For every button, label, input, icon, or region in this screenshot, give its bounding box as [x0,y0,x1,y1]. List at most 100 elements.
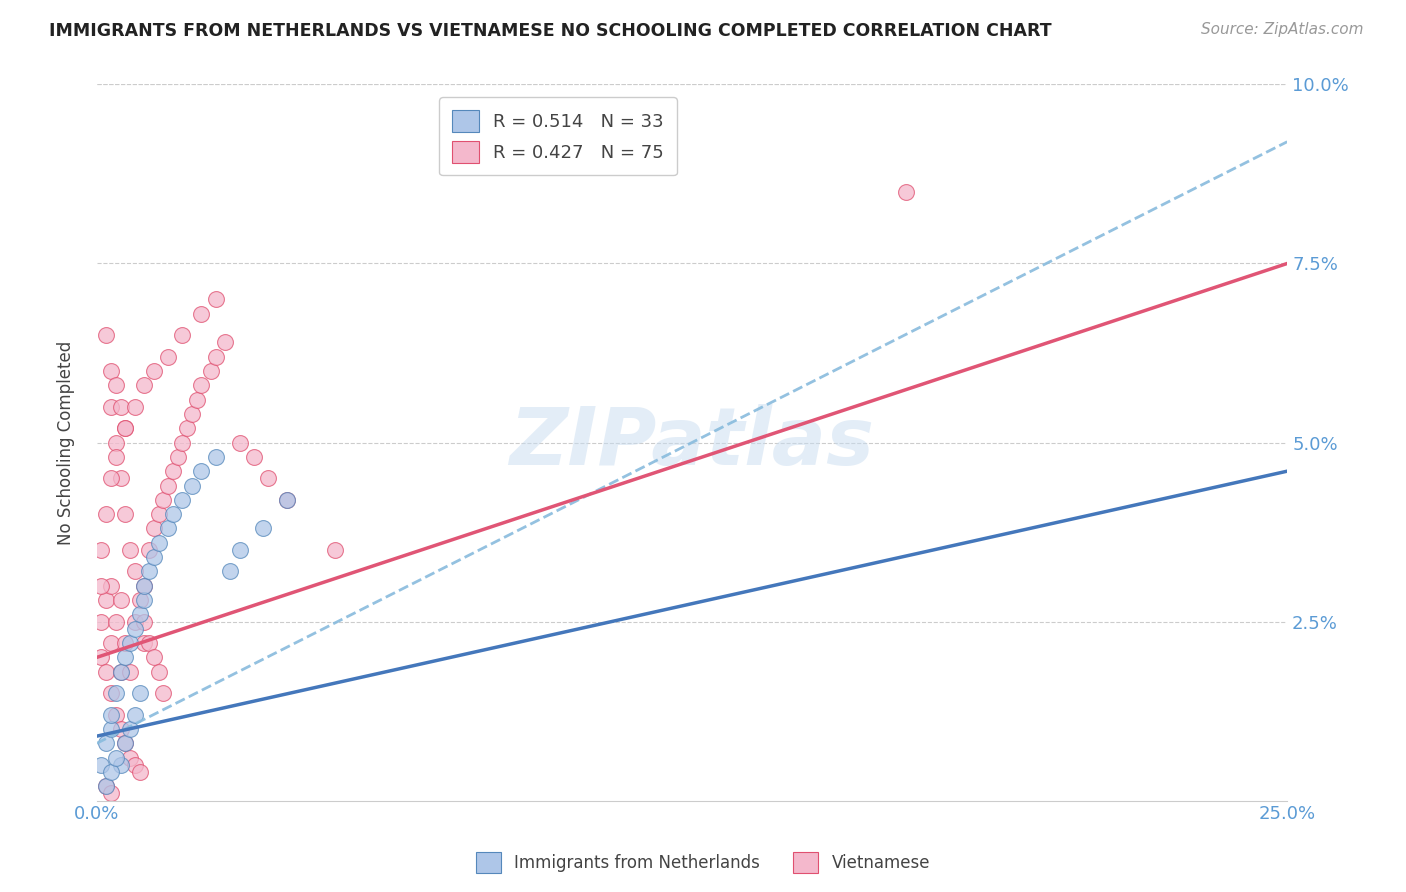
Point [657,99,679,113]
Point [181,478,204,492]
Point [157,521,180,535]
Point [114,636,136,650]
Point [96,593,118,607]
Point [118,543,141,558]
Point [190,464,212,478]
Point [142,521,165,535]
Point [124,615,146,629]
Point [100,787,122,801]
Point [142,550,165,565]
Point [96,328,118,343]
Point [100,722,122,736]
Point [172,328,194,343]
Point [118,636,141,650]
Text: IMMIGRANTS FROM NETHERLANDS VS VIETNAMESE NO SCHOOLING COMPLETED CORRELATION CHA: IMMIGRANTS FROM NETHERLANDS VS VIETNAMES… [49,22,1052,40]
Point [157,350,180,364]
Point [114,421,136,435]
Point [128,764,150,779]
Point [172,435,194,450]
Point [257,471,280,485]
Point [96,736,118,750]
Point [110,722,132,736]
Point [228,543,250,558]
Point [219,565,242,579]
Point [186,392,208,407]
Point [100,579,122,593]
Point [104,615,127,629]
Point [157,478,180,492]
Point [134,579,156,593]
Point [128,607,150,622]
Point [114,421,136,435]
Point [118,750,141,764]
Point [243,450,266,464]
Point [110,757,132,772]
Point [100,400,122,414]
Point [204,450,226,464]
Point [204,350,226,364]
Point [124,707,146,722]
Point [124,622,146,636]
Point [114,507,136,521]
Point [162,507,184,521]
Point [142,650,165,665]
Point [252,521,274,535]
Point [96,665,118,679]
Point [134,593,156,607]
Point [190,307,212,321]
Point [104,750,127,764]
Point [204,293,226,307]
Point [148,507,170,521]
Point [96,779,118,793]
Point [100,686,122,700]
Point [110,471,132,485]
Point [100,707,122,722]
Point [124,757,146,772]
Point [138,543,160,558]
Point [100,764,122,779]
Point [896,185,918,199]
Point [124,400,146,414]
Text: ZIPatlas: ZIPatlas [509,403,875,482]
Point [104,435,127,450]
Point [104,450,127,464]
Point [100,636,122,650]
Point [114,736,136,750]
Point [134,579,156,593]
Point [148,665,170,679]
Text: Source: ZipAtlas.com: Source: ZipAtlas.com [1201,22,1364,37]
Point [166,450,188,464]
Point [142,364,165,378]
Legend: R = 0.514   N = 33, R = 0.427   N = 75: R = 0.514 N = 33, R = 0.427 N = 75 [439,97,676,176]
Point [100,364,122,378]
Point [90,650,112,665]
Point [124,565,146,579]
Point [110,400,132,414]
Point [128,593,150,607]
Point [104,707,127,722]
Point [104,378,127,392]
Point [90,615,112,629]
Point [110,665,132,679]
Point [118,665,141,679]
Point [96,507,118,521]
Point [162,464,184,478]
Point [90,757,112,772]
Point [110,665,132,679]
Point [190,378,212,392]
Point [323,543,346,558]
Point [134,378,156,392]
Point [104,686,127,700]
Point [90,579,112,593]
Point [138,636,160,650]
Point [128,686,150,700]
Point [90,543,112,558]
Point [148,536,170,550]
Point [276,492,298,507]
Point [134,615,156,629]
Point [152,686,174,700]
Point [176,421,198,435]
Point [228,435,250,450]
Point [200,364,222,378]
Legend: Immigrants from Netherlands, Vietnamese: Immigrants from Netherlands, Vietnamese [470,846,936,880]
